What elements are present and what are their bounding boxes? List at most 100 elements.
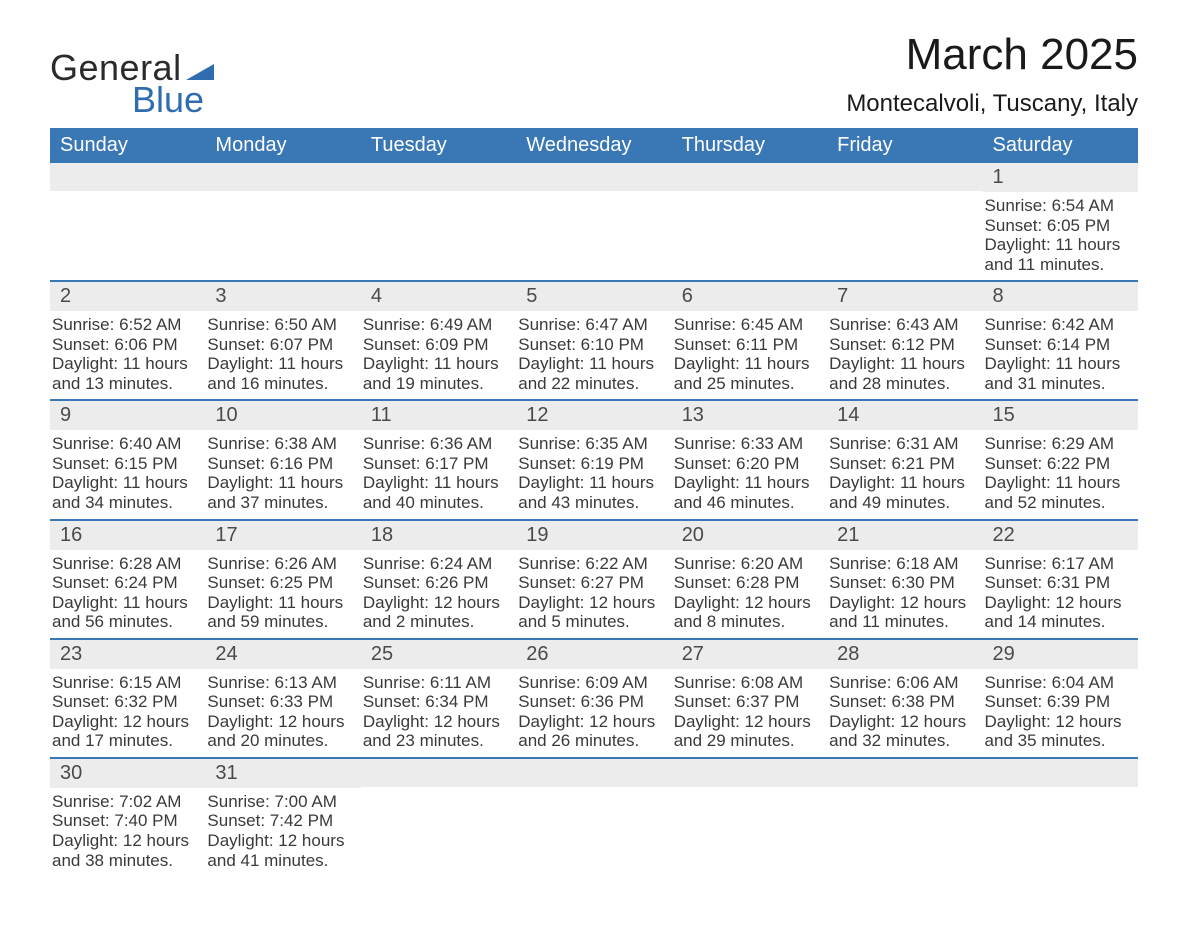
- day-body: Sunrise: 6:15 AMSunset: 6:32 PMDaylight:…: [50, 669, 205, 757]
- day-sunset: Sunset: 6:26 PM: [363, 573, 514, 593]
- day-d1: Daylight: 11 hours: [674, 473, 825, 493]
- day-d2: and 59 minutes.: [207, 612, 358, 632]
- day-number-band: [516, 163, 671, 191]
- day-cell: 3Sunrise: 6:50 AMSunset: 6:07 PMDaylight…: [205, 282, 360, 399]
- day-body: [827, 787, 982, 797]
- day-d1: Daylight: 11 hours: [207, 593, 358, 613]
- day-sunset: Sunset: 6:30 PM: [829, 573, 980, 593]
- day-sunrise: Sunrise: 6:06 AM: [829, 673, 980, 693]
- day-d1: Daylight: 12 hours: [207, 831, 358, 851]
- week-row: 23Sunrise: 6:15 AMSunset: 6:32 PMDayligh…: [50, 638, 1138, 757]
- day-sunrise: Sunrise: 6:36 AM: [363, 434, 514, 454]
- day-d2: and 32 minutes.: [829, 731, 980, 751]
- day-sunrise: Sunrise: 6:35 AM: [518, 434, 669, 454]
- day-body: Sunrise: 6:29 AMSunset: 6:22 PMDaylight:…: [983, 430, 1138, 518]
- day-cell: 22Sunrise: 6:17 AMSunset: 6:31 PMDayligh…: [983, 521, 1138, 638]
- day-sunrise: Sunrise: 6:42 AM: [985, 315, 1136, 335]
- day-sunrise: Sunrise: 6:09 AM: [518, 673, 669, 693]
- weekday-header: Tuesday: [361, 128, 516, 163]
- day-sunrise: Sunrise: 6:04 AM: [985, 673, 1136, 693]
- day-body: Sunrise: 6:11 AMSunset: 6:34 PMDaylight:…: [361, 669, 516, 757]
- day-body: Sunrise: 6:24 AMSunset: 6:26 PMDaylight:…: [361, 550, 516, 638]
- day-sunset: Sunset: 7:42 PM: [207, 811, 358, 831]
- day-cell: [672, 759, 827, 876]
- day-d2: and 13 minutes.: [52, 374, 203, 394]
- day-d2: and 5 minutes.: [518, 612, 669, 632]
- day-sunrise: Sunrise: 6:49 AM: [363, 315, 514, 335]
- day-body: Sunrise: 6:31 AMSunset: 6:21 PMDaylight:…: [827, 430, 982, 518]
- day-cell: 25Sunrise: 6:11 AMSunset: 6:34 PMDayligh…: [361, 640, 516, 757]
- day-body: [983, 787, 1138, 797]
- day-d1: Daylight: 11 hours: [363, 473, 514, 493]
- day-sunrise: Sunrise: 6:24 AM: [363, 554, 514, 574]
- day-sunset: Sunset: 7:40 PM: [52, 811, 203, 831]
- day-d1: Daylight: 11 hours: [829, 473, 980, 493]
- day-sunrise: Sunrise: 6:33 AM: [674, 434, 825, 454]
- day-cell: [827, 759, 982, 876]
- day-sunset: Sunset: 6:34 PM: [363, 692, 514, 712]
- day-d1: Daylight: 12 hours: [674, 593, 825, 613]
- day-cell: 17Sunrise: 6:26 AMSunset: 6:25 PMDayligh…: [205, 521, 360, 638]
- day-d2: and 40 minutes.: [363, 493, 514, 513]
- day-d2: and 17 minutes.: [52, 731, 203, 751]
- day-sunset: Sunset: 6:36 PM: [518, 692, 669, 712]
- day-sunset: Sunset: 6:31 PM: [985, 573, 1136, 593]
- day-sunset: Sunset: 6:12 PM: [829, 335, 980, 355]
- day-body: [672, 191, 827, 201]
- day-number-band: [672, 163, 827, 191]
- day-cell: 1Sunrise: 6:54 AMSunset: 6:05 PMDaylight…: [983, 163, 1138, 280]
- day-body: Sunrise: 6:08 AMSunset: 6:37 PMDaylight:…: [672, 669, 827, 757]
- day-number-band: [672, 759, 827, 787]
- day-body: [50, 191, 205, 201]
- day-sunrise: Sunrise: 6:38 AM: [207, 434, 358, 454]
- day-d1: Daylight: 12 hours: [518, 712, 669, 732]
- day-sunset: Sunset: 6:33 PM: [207, 692, 358, 712]
- day-d2: and 31 minutes.: [985, 374, 1136, 394]
- day-cell: [50, 163, 205, 280]
- day-d1: Daylight: 12 hours: [518, 593, 669, 613]
- day-d1: Daylight: 12 hours: [829, 712, 980, 732]
- logo-text-blue: Blue: [132, 82, 204, 118]
- day-cell: [516, 759, 671, 876]
- day-cell: [205, 163, 360, 280]
- day-body: [672, 787, 827, 797]
- day-cell: 12Sunrise: 6:35 AMSunset: 6:19 PMDayligh…: [516, 401, 671, 518]
- day-body: Sunrise: 6:13 AMSunset: 6:33 PMDaylight:…: [205, 669, 360, 757]
- day-d2: and 11 minutes.: [985, 255, 1136, 275]
- day-sunrise: Sunrise: 6:54 AM: [985, 196, 1136, 216]
- day-number-band: 10: [205, 401, 360, 430]
- day-number-band: 28: [827, 640, 982, 669]
- day-d1: Daylight: 12 hours: [674, 712, 825, 732]
- day-d1: Daylight: 12 hours: [207, 712, 358, 732]
- day-body: Sunrise: 6:17 AMSunset: 6:31 PMDaylight:…: [983, 550, 1138, 638]
- day-d2: and 46 minutes.: [674, 493, 825, 513]
- day-body: Sunrise: 6:43 AMSunset: 6:12 PMDaylight:…: [827, 311, 982, 399]
- logo-triangle-icon: [186, 58, 214, 80]
- day-body: Sunrise: 6:26 AMSunset: 6:25 PMDaylight:…: [205, 550, 360, 638]
- day-cell: [516, 163, 671, 280]
- day-cell: 13Sunrise: 6:33 AMSunset: 6:20 PMDayligh…: [672, 401, 827, 518]
- day-d1: Daylight: 11 hours: [52, 593, 203, 613]
- day-sunrise: Sunrise: 6:45 AM: [674, 315, 825, 335]
- weekday-header-row: SundayMondayTuesdayWednesdayThursdayFrid…: [50, 128, 1138, 163]
- day-number-band: 3: [205, 282, 360, 311]
- day-body: Sunrise: 6:35 AMSunset: 6:19 PMDaylight:…: [516, 430, 671, 518]
- day-d2: and 20 minutes.: [207, 731, 358, 751]
- day-d2: and 11 minutes.: [829, 612, 980, 632]
- day-cell: 5Sunrise: 6:47 AMSunset: 6:10 PMDaylight…: [516, 282, 671, 399]
- day-cell: [827, 163, 982, 280]
- day-body: Sunrise: 7:00 AMSunset: 7:42 PMDaylight:…: [205, 788, 360, 876]
- day-number-band: 2: [50, 282, 205, 311]
- day-d1: Daylight: 12 hours: [985, 712, 1136, 732]
- day-sunrise: Sunrise: 6:08 AM: [674, 673, 825, 693]
- day-number-band: 24: [205, 640, 360, 669]
- calendar-body: 1Sunrise: 6:54 AMSunset: 6:05 PMDaylight…: [50, 163, 1138, 876]
- weekday-header: Thursday: [672, 128, 827, 163]
- day-cell: 9Sunrise: 6:40 AMSunset: 6:15 PMDaylight…: [50, 401, 205, 518]
- day-cell: 28Sunrise: 6:06 AMSunset: 6:38 PMDayligh…: [827, 640, 982, 757]
- logo: General Blue: [50, 50, 214, 118]
- day-cell: 10Sunrise: 6:38 AMSunset: 6:16 PMDayligh…: [205, 401, 360, 518]
- day-sunrise: Sunrise: 6:31 AM: [829, 434, 980, 454]
- day-body: Sunrise: 6:38 AMSunset: 6:16 PMDaylight:…: [205, 430, 360, 518]
- day-d1: Daylight: 11 hours: [207, 354, 358, 374]
